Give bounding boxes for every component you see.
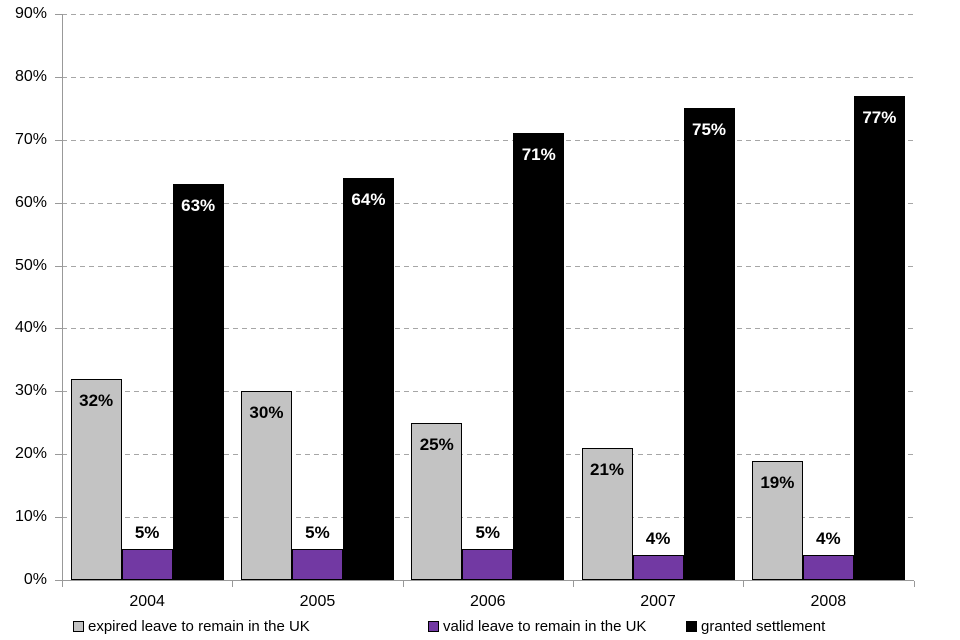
bar-series1-2008: 19% [751, 461, 803, 580]
bar-series1-2005: 30% [240, 391, 292, 580]
x-axis-label: 2004 [129, 593, 165, 610]
bar-label: 64% [351, 190, 386, 209]
gridline [62, 14, 914, 15]
bar-group-2008: 19% 4% 77% [743, 14, 913, 580]
bar-label: 25% [419, 435, 454, 454]
x-axis-label: 2007 [640, 593, 676, 610]
x-axis-label: 2008 [810, 593, 847, 610]
bar-series3-2004: 63% [172, 184, 224, 580]
y-axis-tick [55, 454, 62, 456]
bar-label: 32% [79, 391, 114, 410]
legend-swatch-icon [428, 620, 439, 632]
bar-group-2004: 32% 5% 63% [62, 14, 232, 580]
x-axis-tick [232, 581, 234, 587]
y-axis-line [62, 14, 63, 581]
bar-label: 5% [475, 523, 501, 542]
bar-series2-2007: 4% [632, 529, 684, 580]
bar-label: 19% [760, 473, 795, 492]
legend-swatch-icon [73, 620, 84, 632]
y-axis-label: 0% [23, 571, 47, 588]
y-axis-tick [55, 580, 62, 581]
bar-label: 77% [862, 108, 897, 127]
bar-label: 4% [816, 529, 841, 548]
bar-label: 30% [249, 403, 284, 422]
bar-label: 75% [692, 120, 727, 139]
bar-label: 71% [521, 145, 556, 164]
y-axis-label: 10% [14, 508, 47, 526]
x-axis-label: 2005 [299, 593, 336, 610]
bar-series1-2007: 21% [581, 448, 633, 580]
legend-label: expired leave to remain in the UK [88, 617, 310, 635]
gridline [62, 391, 914, 393]
legend: expired leave to remain in the UK valid l… [0, 615, 960, 637]
bar-series3-2008: 77% [853, 96, 905, 580]
bar-label: 5% [134, 523, 160, 542]
x-axis-label: 2006 [469, 593, 506, 610]
y-axis-label: 40% [14, 319, 47, 337]
bar-series2-2008: 4% [802, 529, 854, 580]
gridline [62, 265, 914, 267]
bar-group-2007: 21% 4% 75% [573, 14, 743, 580]
legend-label: granted settlement [701, 617, 826, 635]
x-axis-tick [62, 581, 63, 587]
bar-series2-2005: 5% [291, 523, 343, 580]
y-axis-label: 50% [14, 256, 47, 274]
y-axis-tick [55, 517, 62, 519]
legend-swatch-icon [686, 620, 697, 632]
bar-label: 4% [645, 529, 671, 548]
x-axis-line [56, 580, 914, 581]
bar-series3-2007: 75% [683, 108, 735, 580]
x-axis-tick [913, 581, 915, 587]
y-axis-label: 20% [14, 445, 47, 463]
bar-group-2006: 25% 5% 71% [403, 14, 573, 580]
y-axis-label: 90% [14, 5, 47, 22]
x-axis-tick [402, 581, 404, 587]
bar-series1-2004: 32% [70, 379, 122, 580]
gridline [62, 517, 914, 519]
legend-item-series3: granted settlement [686, 615, 825, 637]
y-axis-label: 30% [14, 382, 47, 400]
bar-series3-2006: 71% [513, 133, 565, 580]
legend-label: valid leave to remain in the UK [443, 617, 647, 635]
y-axis-tick [55, 76, 62, 78]
y-axis-tick [55, 14, 62, 15]
bar-group-2005: 30% 5% 64% [232, 14, 402, 580]
bar-series1-2006: 25% [411, 423, 463, 580]
y-axis-tick [55, 139, 62, 141]
y-axis-label: 80% [14, 67, 47, 85]
bar-label: 5% [305, 523, 330, 542]
x-axis-tick [572, 581, 574, 587]
gridline [62, 139, 914, 141]
bar-series2-2006: 5% [462, 523, 514, 580]
y-axis-tick [55, 391, 62, 393]
bar-label: 63% [181, 196, 216, 215]
y-axis-tick [55, 202, 62, 204]
y-axis-tick [55, 328, 62, 330]
bar-series2-2004: 5% [121, 523, 173, 580]
gridline [62, 328, 914, 330]
gridline [62, 76, 914, 78]
y-axis-label: 70% [14, 130, 47, 148]
x-axis-tick [743, 581, 745, 587]
legend-item-series2: valid leave to remain in the UK [428, 615, 646, 637]
y-axis-tick [55, 265, 62, 267]
legend-item-series1: expired leave to remain in the UK [73, 615, 310, 637]
bar-series3-2005: 64% [342, 178, 394, 580]
gridline [62, 454, 914, 456]
bar-label: 21% [590, 460, 625, 479]
y-axis-label: 60% [14, 193, 47, 211]
gridline [62, 202, 914, 204]
